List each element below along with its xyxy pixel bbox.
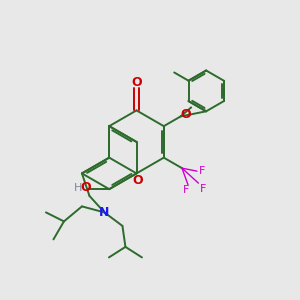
Text: H: H — [74, 183, 82, 193]
Text: F: F — [199, 166, 206, 176]
Text: O: O — [133, 174, 143, 188]
Text: O: O — [80, 181, 91, 194]
Text: O: O — [131, 76, 142, 89]
Text: F: F — [200, 184, 206, 194]
Text: F: F — [183, 185, 190, 195]
Text: O: O — [181, 108, 191, 122]
Text: N: N — [99, 206, 110, 219]
